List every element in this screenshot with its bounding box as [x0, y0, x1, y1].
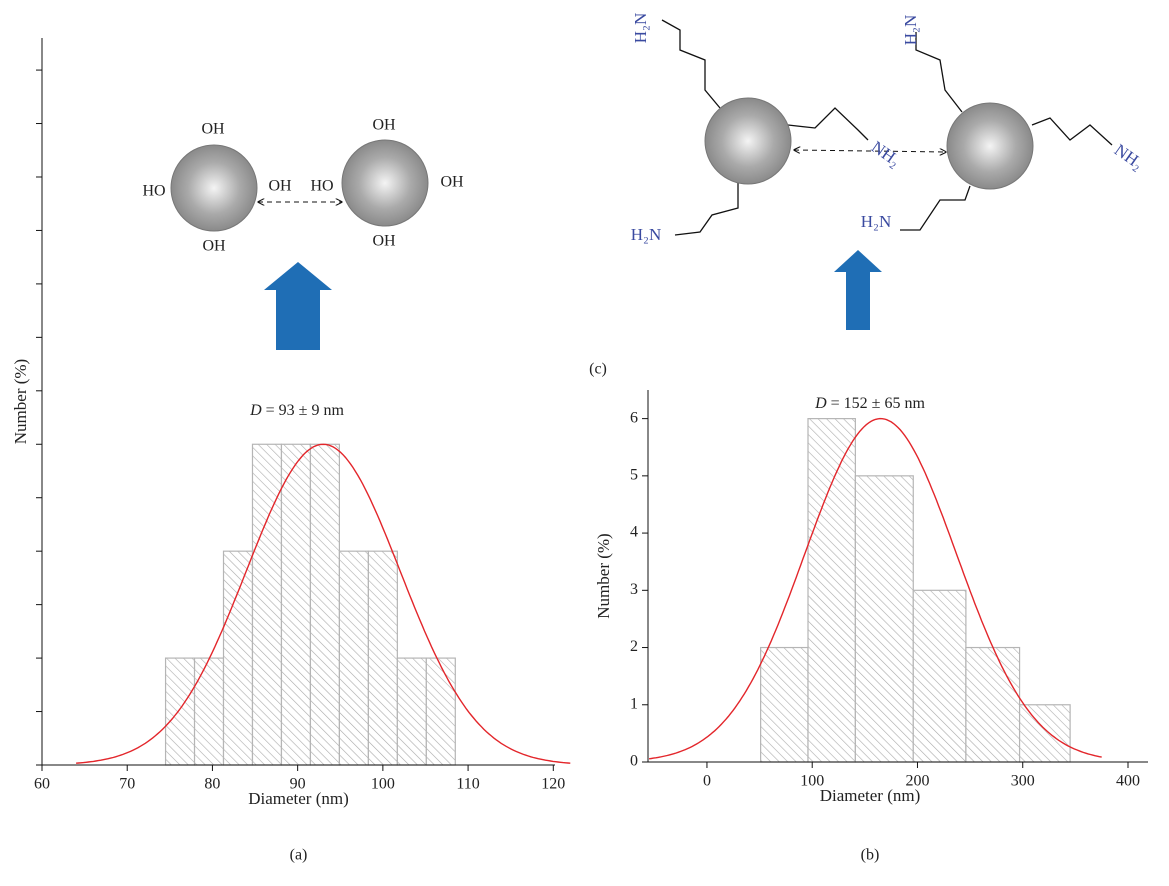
y-tick-label: 4 — [630, 524, 638, 541]
particle — [946, 102, 1034, 190]
annotation-symbol: D — [249, 402, 262, 419]
group-label: H₂N — [631, 225, 661, 244]
x-tick-label: 0 — [703, 773, 711, 790]
y-axis-title: Number (%) — [594, 533, 613, 618]
group-label: OH — [372, 233, 396, 250]
particle — [341, 139, 429, 227]
bar — [965, 646, 1021, 763]
annotation: D = 93 ± 9 nm — [249, 402, 344, 419]
group-label: OH — [440, 174, 464, 191]
group-label: H₂N — [631, 13, 650, 43]
x-tick-label: 90 — [290, 776, 306, 793]
caption: (a) — [290, 847, 308, 864]
y-tick-label: 0 — [630, 753, 638, 770]
fit-curve — [76, 443, 571, 764]
diagram-left: OH HO OH HO OH OH OH OH — [142, 117, 464, 350]
group-label: OH — [268, 178, 292, 195]
up-arrow — [834, 250, 882, 330]
fit-curve — [649, 417, 1102, 760]
x-tick-label: 100 — [800, 773, 824, 790]
caption: (c) — [589, 361, 607, 378]
y-tick-label: 1 — [630, 695, 638, 712]
y-tick-label: 5 — [630, 467, 638, 484]
y-tick-label: 2 — [630, 638, 638, 655]
bar — [164, 657, 196, 766]
y-axis-title: Number (%) — [11, 359, 30, 444]
x-tick-label: 400 — [1116, 773, 1140, 790]
bar — [807, 418, 856, 763]
particle — [704, 97, 792, 185]
group-label: NH₂ — [868, 137, 904, 170]
caption: (b) — [861, 847, 880, 864]
arrow — [794, 150, 946, 152]
x-tick-label: 200 — [905, 773, 929, 790]
group-label: NH₂ — [1111, 140, 1147, 173]
annotation: D = 152 ± 65 nm — [814, 395, 925, 412]
x-tick-label: 100 — [371, 776, 395, 793]
bar — [854, 475, 914, 763]
y-tick-label: 6 — [630, 409, 638, 426]
annotation-text: = 152 ± 65 nm — [827, 395, 926, 412]
x-axis-title: Diameter (nm) — [820, 786, 921, 805]
chain — [900, 185, 971, 231]
bar — [251, 443, 283, 766]
group-label: OH — [202, 238, 226, 255]
chain — [787, 107, 869, 141]
bar — [309, 443, 341, 766]
y-tick-label: 3 — [630, 581, 638, 598]
group-label: OH — [201, 121, 225, 138]
annotation-symbol: D — [814, 395, 827, 412]
group-label: HO — [142, 183, 165, 200]
group-label: HO — [310, 178, 333, 195]
x-tick-label: 300 — [1011, 773, 1035, 790]
bar — [1018, 704, 1071, 763]
bar — [425, 657, 456, 766]
group-label: H₂N — [861, 212, 891, 231]
group-label: OH — [372, 117, 396, 134]
chain — [1031, 117, 1113, 146]
chain — [674, 183, 739, 236]
annotation-text: = 93 ± 9 nm — [262, 402, 345, 419]
bar — [760, 646, 809, 763]
bar — [222, 550, 254, 766]
x-tick-label: 110 — [456, 776, 479, 793]
bar — [367, 550, 398, 766]
bar — [338, 550, 369, 766]
chain — [915, 32, 963, 113]
bar — [280, 443, 312, 766]
chain — [661, 19, 721, 109]
x-tick-label: 70 — [119, 776, 135, 793]
bar — [912, 589, 967, 763]
particle — [170, 144, 258, 232]
diagram-right: H₂N NH₂ H₂N H₂N NH₂ H₂N — [631, 13, 1147, 330]
bar — [396, 657, 427, 766]
bar — [193, 657, 225, 766]
group-label: H₂N — [901, 15, 920, 45]
x-tick-label: 120 — [541, 776, 565, 793]
up-arrow — [264, 262, 332, 350]
x-axis-title: Diameter (nm) — [248, 789, 349, 808]
x-tick-label: 80 — [204, 776, 220, 793]
x-tick-label: 60 — [34, 776, 50, 793]
